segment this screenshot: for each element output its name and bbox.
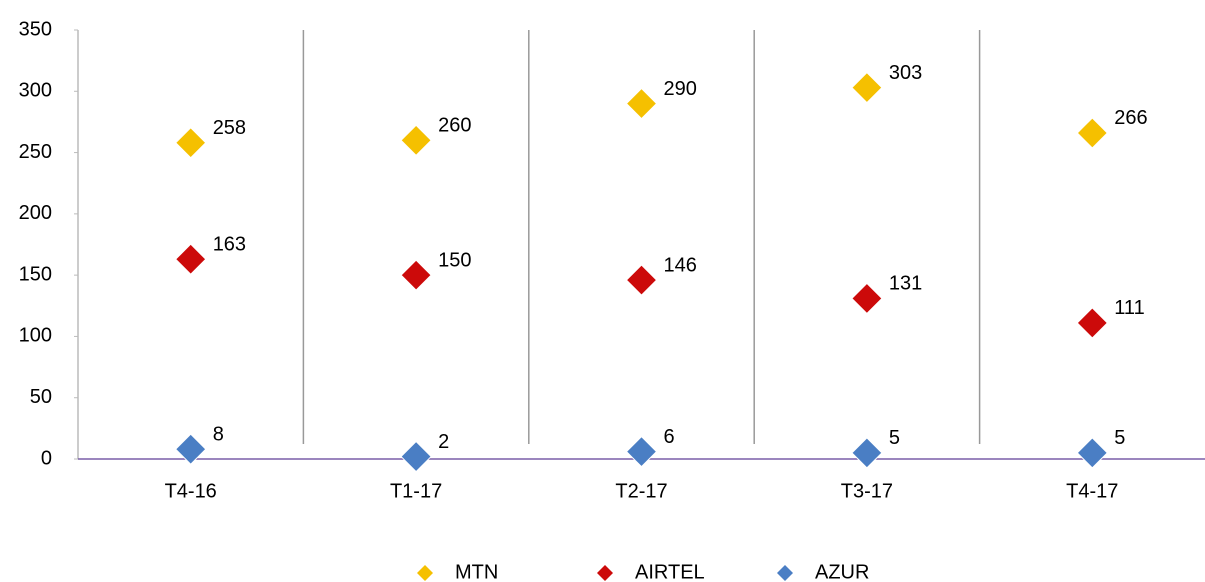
marker: [400, 440, 432, 473]
legend-marker: [597, 565, 613, 581]
marker: [174, 243, 207, 275]
x-tick-label: T1-17: [390, 480, 442, 502]
x-tick-label: T2-17: [615, 480, 667, 502]
marker: [625, 264, 658, 296]
marker: [1076, 437, 1109, 469]
marker: [174, 127, 207, 159]
x-tick-label: T3-17: [841, 480, 893, 502]
data-label: 6: [664, 426, 675, 448]
data-label: 8: [213, 423, 224, 445]
marker: [625, 435, 658, 468]
x-tick-label: T4-17: [1066, 480, 1118, 502]
marker: [400, 259, 432, 291]
legend-label: AIRTEL: [635, 561, 705, 582]
y-tick-label: 250: [19, 141, 52, 163]
marker: [400, 124, 432, 157]
y-tick-label: 200: [19, 202, 52, 224]
x-tick-label: T4-16: [165, 480, 217, 502]
y-tick-label: 150: [19, 263, 52, 285]
y-tick-label: 0: [41, 447, 52, 469]
data-label: 5: [1114, 427, 1125, 449]
y-tick-label: 100: [19, 325, 52, 347]
data-label: 146: [664, 254, 697, 276]
data-label: 131: [889, 273, 922, 295]
data-label: 150: [438, 249, 471, 271]
legend-marker: [417, 565, 433, 581]
marker: [1076, 117, 1109, 149]
data-label: 260: [438, 115, 471, 137]
y-tick-label: 350: [19, 18, 52, 40]
data-label: 258: [213, 117, 246, 139]
legend-label: AZUR: [815, 561, 869, 582]
data-label: 290: [664, 78, 697, 100]
y-tick-label: 50: [30, 386, 52, 408]
marker: [1076, 307, 1109, 339]
marker: [174, 433, 207, 465]
data-label: 2: [438, 431, 449, 453]
data-label: 163: [213, 233, 246, 255]
data-label: 303: [889, 62, 922, 84]
marker: [625, 87, 658, 120]
marker: [851, 437, 883, 469]
legend-label: MTN: [455, 561, 498, 582]
data-label: 111: [1114, 297, 1144, 319]
y-tick-label: 300: [19, 80, 52, 102]
marker: [851, 282, 883, 315]
data-label: 266: [1114, 107, 1147, 129]
legend-marker: [777, 565, 793, 581]
data-label: 5: [889, 427, 900, 449]
marker: [851, 71, 883, 104]
